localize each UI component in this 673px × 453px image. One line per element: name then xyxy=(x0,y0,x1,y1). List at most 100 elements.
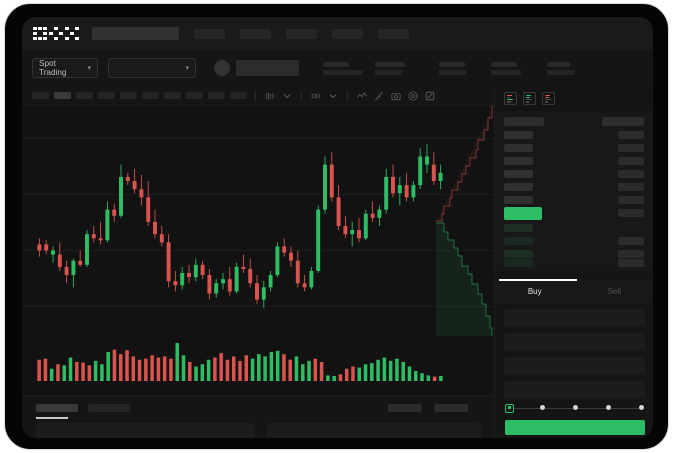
timeframe-button-1[interactable] xyxy=(32,92,49,99)
order-price-field[interactable] xyxy=(504,309,645,326)
snapshot-camera-icon[interactable] xyxy=(390,90,402,102)
place-buy-order-button[interactable] xyxy=(505,420,645,435)
timeframe-button-2[interactable] xyxy=(54,92,71,99)
orderbook-ask-amount xyxy=(618,157,644,165)
orderbook-header-amount xyxy=(602,117,644,126)
order-amount-field[interactable] xyxy=(504,333,645,350)
timeframe-button-8[interactable] xyxy=(186,92,203,99)
timeframe-button-5[interactable] xyxy=(120,92,137,99)
orderbook-both-icon[interactable] xyxy=(504,92,517,105)
toolbar-divider xyxy=(301,90,302,101)
bottom-tab-order-history[interactable] xyxy=(88,404,130,412)
volume-histogram xyxy=(37,343,443,381)
nav-item-2[interactable] xyxy=(239,28,271,39)
order-available-field[interactable] xyxy=(504,381,645,398)
last-price-display xyxy=(236,60,299,76)
orderbook-mid-price xyxy=(504,207,542,220)
order-entry-form xyxy=(495,303,653,438)
orderbook-mid-amount xyxy=(618,209,644,217)
slider-stop-75[interactable] xyxy=(606,405,611,410)
toolbar-divider xyxy=(347,90,348,101)
orderbook-bid-row[interactable] xyxy=(504,259,533,267)
nav-item-1[interactable] xyxy=(193,28,225,39)
device-frame: Spot Trading ▾ ▾ xyxy=(4,3,669,450)
spot-trading-select[interactable]: Spot Trading ▾ xyxy=(32,58,98,78)
indicators-icon[interactable] xyxy=(310,90,322,102)
orderbook-ask-row[interactable] xyxy=(504,131,533,139)
timeframe-button-9[interactable] xyxy=(208,92,225,99)
amount-percent-slider[interactable] xyxy=(505,403,645,413)
orderbook-ask-amount xyxy=(618,170,644,178)
order-total-field[interactable] xyxy=(504,357,645,374)
trading-pair-select[interactable]: ▾ xyxy=(108,58,196,78)
orderbook-ask-amount xyxy=(618,131,644,139)
spot-trading-label: Spot Trading xyxy=(39,59,67,77)
market-depth-overlay xyxy=(436,106,494,336)
timeframe-button-7[interactable] xyxy=(164,92,181,99)
slider-stop-50[interactable] xyxy=(573,405,578,410)
timeframe-button-4[interactable] xyxy=(98,92,115,99)
orderbook-ask-row[interactable] xyxy=(504,144,533,152)
orderbook-ask-row[interactable] xyxy=(504,170,533,178)
active-tab-indicator xyxy=(499,279,577,281)
orderbook-ask-row[interactable] xyxy=(504,183,533,191)
stat-volume-24h xyxy=(547,61,575,75)
slider-stop-25[interactable] xyxy=(540,405,545,410)
price-chart-area[interactable] xyxy=(22,106,494,395)
okx-logo[interactable] xyxy=(33,26,79,41)
orderbook-ask-row[interactable] xyxy=(504,196,533,204)
orderbook-ask-amount xyxy=(618,144,644,152)
bottom-action-1[interactable] xyxy=(388,404,422,412)
orderbook-layout-toggles xyxy=(495,86,653,110)
slider-handle[interactable] xyxy=(505,403,514,413)
bottom-panel-left xyxy=(36,423,255,438)
line-chart-icon[interactable] xyxy=(356,90,368,102)
bottom-panel-right xyxy=(267,423,481,438)
logo-o-glyph xyxy=(33,26,47,41)
orderbook-bids-icon[interactable] xyxy=(523,92,536,105)
fullscreen-icon[interactable] xyxy=(424,90,436,102)
orderbook-bid-row[interactable] xyxy=(504,250,533,258)
buy-sell-tabs: Buy Sell xyxy=(495,279,653,303)
timeframe-button-3[interactable] xyxy=(76,92,93,99)
orderbook-bid-row[interactable] xyxy=(504,224,533,232)
chevron-down-icon: ▾ xyxy=(87,65,91,72)
orderbook-ask-amount xyxy=(618,183,644,191)
chart-settings-icon[interactable] xyxy=(407,90,419,102)
orderbook-bid-amount xyxy=(618,259,644,267)
drawing-tools-icon[interactable] xyxy=(373,90,385,102)
timeframe-button-6[interactable] xyxy=(142,92,159,99)
app-screen: Spot Trading ▾ ▾ xyxy=(22,17,653,438)
stat-low-24h xyxy=(491,61,521,75)
orderbook-ask-row[interactable] xyxy=(504,157,533,165)
timeframe-button-10[interactable] xyxy=(230,92,247,99)
nav-item-4[interactable] xyxy=(331,28,363,39)
orderbook-bid-amount xyxy=(618,237,644,245)
orderbook-asks-icon[interactable] xyxy=(542,92,555,105)
logo-x-glyph xyxy=(65,26,79,41)
orderbook-list[interactable] xyxy=(495,111,653,271)
orderbook-bid-row[interactable] xyxy=(504,237,533,245)
orderbook-header-price xyxy=(504,117,544,126)
bottom-action-2[interactable] xyxy=(434,404,468,412)
chart-type-chevron-icon[interactable] xyxy=(281,90,293,102)
chevron-down-icon: ▾ xyxy=(185,65,189,72)
tab-buy[interactable]: Buy xyxy=(527,286,542,296)
indicators-chevron-icon[interactable] xyxy=(327,90,339,102)
tab-sell[interactable]: Sell xyxy=(607,286,621,296)
top-navigation-bar xyxy=(22,17,653,50)
candlestick-chart-icon[interactable] xyxy=(264,90,276,102)
nav-item-3[interactable] xyxy=(285,28,317,39)
slider-stop-100[interactable] xyxy=(639,405,644,410)
orderbook-bid-amount xyxy=(618,250,644,258)
orderbook-ask-amount xyxy=(618,196,644,204)
candlestick-series xyxy=(37,144,443,308)
stat-high-24h xyxy=(439,61,467,75)
stat-change-24h xyxy=(375,61,405,75)
logo-k-glyph xyxy=(49,26,63,41)
nav-item-5[interactable] xyxy=(377,28,409,39)
nav-search-field[interactable] xyxy=(91,27,179,40)
orders-tab-bar xyxy=(22,395,494,438)
bottom-tab-open-orders[interactable] xyxy=(36,404,78,412)
coin-avatar-icon xyxy=(214,60,230,76)
